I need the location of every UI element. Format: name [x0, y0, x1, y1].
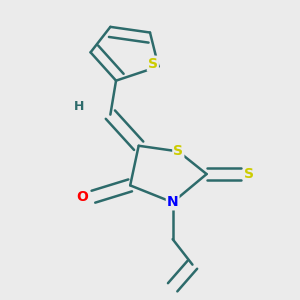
Text: N: N	[167, 195, 178, 209]
Text: S: S	[244, 167, 254, 181]
Text: S: S	[173, 144, 183, 158]
Text: O: O	[76, 190, 88, 204]
Text: S: S	[148, 57, 158, 71]
Text: H: H	[74, 100, 84, 112]
